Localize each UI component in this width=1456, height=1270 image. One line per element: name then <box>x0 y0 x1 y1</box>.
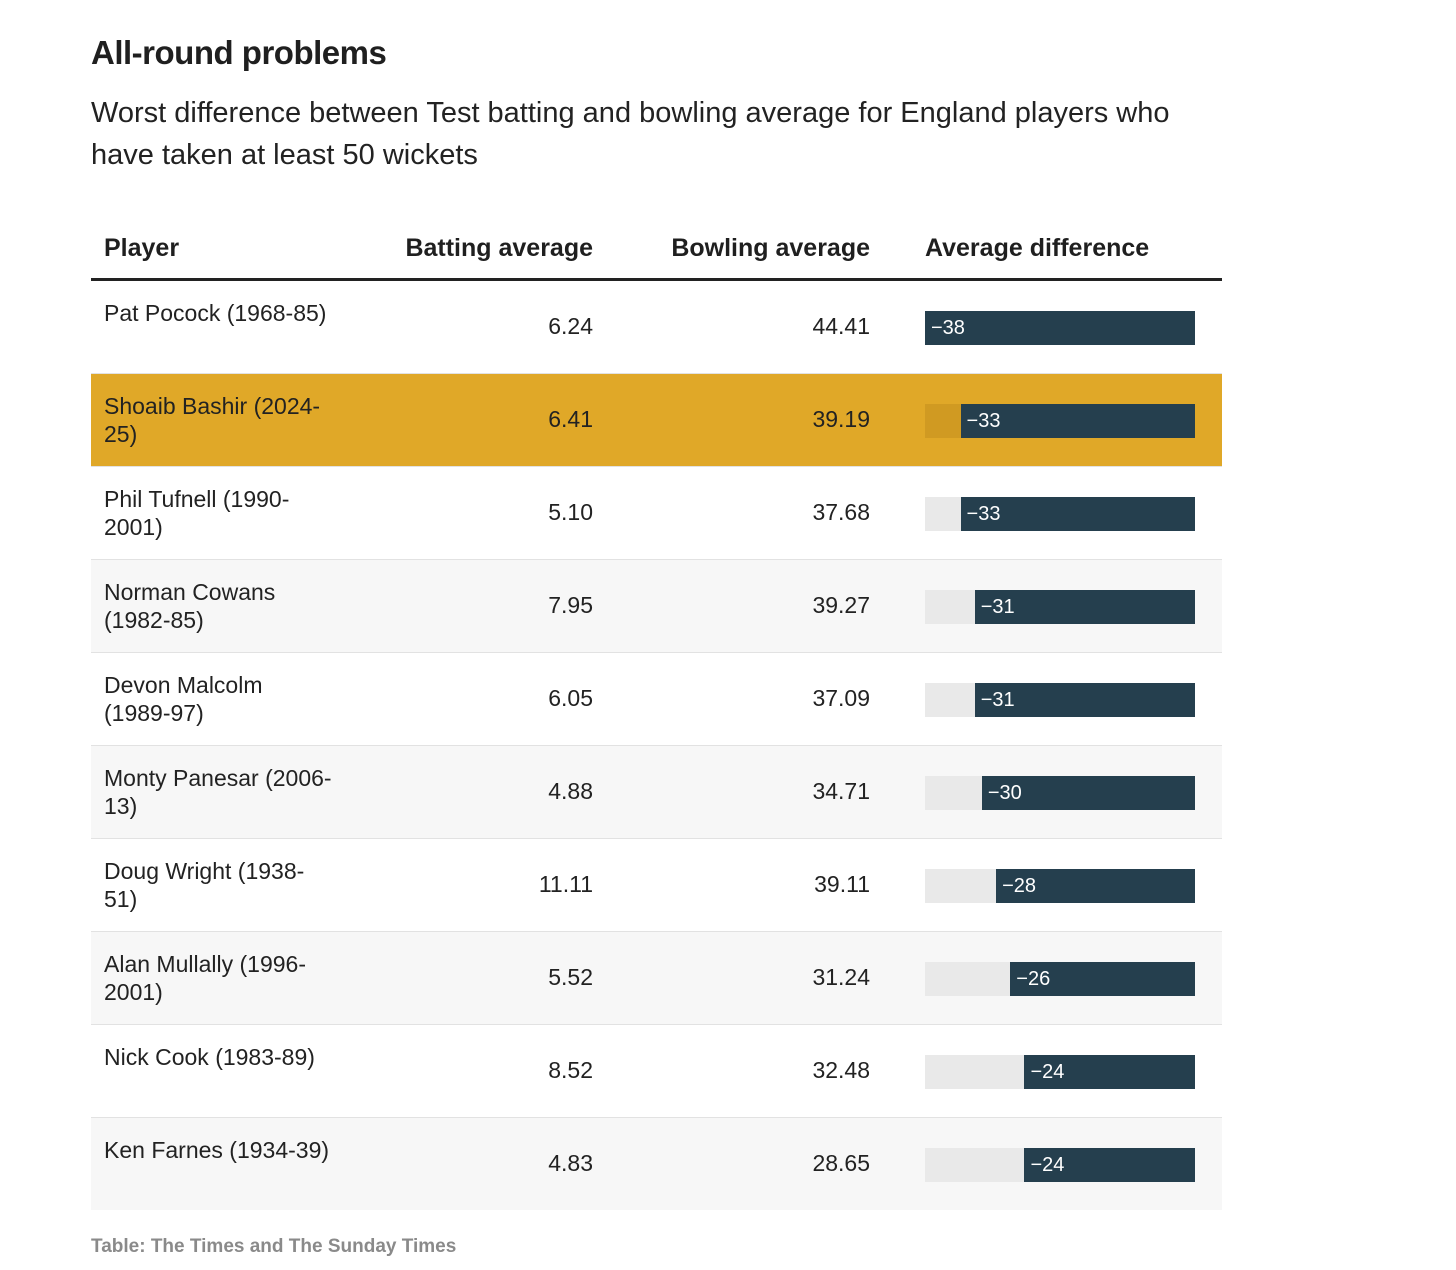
batting-average-cell: 4.88 <box>548 778 593 804</box>
difference-label: −26 <box>1016 968 1051 990</box>
batting-average-cell: 7.95 <box>548 592 593 618</box>
source-note: Table: The Times and The Sunday Times <box>91 1236 457 1257</box>
batting-average-cell: 8.52 <box>548 1057 593 1083</box>
difference-bar: −33 <box>960 497 1195 531</box>
difference-bar-track: −28 <box>925 869 1195 903</box>
difference-label: −30 <box>987 782 1022 804</box>
table-row: Pat Pocock (1968-85) 6.24 44.41 −38 <box>91 281 1222 374</box>
difference-bar-track: −33 <box>925 404 1195 438</box>
difference-bar-track: −38 <box>925 311 1195 345</box>
difference-bar: −31 <box>974 683 1195 717</box>
table-row: Phil Tufnell (1990-2001) 5.10 37.68 −33 <box>91 467 1222 560</box>
page-title: All-round problems <box>91 34 387 71</box>
difference-bar-track: −31 <box>925 683 1195 717</box>
column-header-batting-average[interactable]: Batting average <box>405 234 593 262</box>
bowling-average-cell: 34.71 <box>812 778 870 804</box>
difference-label: −24 <box>1030 1154 1065 1176</box>
difference-label: −28 <box>1002 875 1036 897</box>
bowling-average-cell: 39.19 <box>812 406 870 432</box>
difference-label: −31 <box>980 689 1015 711</box>
bowling-average-cell: 31.24 <box>812 964 870 990</box>
player-name-cell: Nick Cook (1983-89) <box>104 1044 315 1070</box>
bowling-average-cell: 37.68 <box>812 499 870 525</box>
difference-bar: −24 <box>1024 1055 1195 1089</box>
table-header: Player Batting average Bowling average A… <box>91 218 1222 281</box>
table-body: Pat Pocock (1968-85) 6.24 44.41 −38 Shoaib B… <box>91 281 1222 1210</box>
difference-bar: −24 <box>1024 1148 1195 1182</box>
player-name-cell: Phil Tufnell (1990-2001) <box>104 486 290 540</box>
bowling-average-cell: 44.41 <box>812 313 870 339</box>
difference-bar-track: −30 <box>925 776 1195 810</box>
batting-average-cell: 4.83 <box>548 1150 593 1176</box>
difference-bar: −31 <box>974 590 1195 624</box>
batting-average-cell: 11.11 <box>538 871 593 897</box>
column-header-bowling-average[interactable]: Bowling average <box>671 234 870 262</box>
difference-bar-track: −33 <box>925 497 1195 531</box>
difference-bar: −38 <box>925 311 1195 345</box>
table-row: Devon Malcolm (1989-97) 6.05 37.09 −31 <box>91 653 1222 746</box>
column-header-average-difference[interactable]: Average difference <box>925 234 1150 262</box>
table-row: Norman Cowans (1982-85) 7.95 39.27 −31 <box>91 560 1222 653</box>
batting-average-cell: 5.10 <box>548 499 593 525</box>
bowling-average-cell: 39.27 <box>812 592 870 618</box>
player-name-cell: Monty Panesar (2006-13) <box>104 765 332 819</box>
difference-bar-track: −24 <box>925 1055 1195 1089</box>
bowling-average-cell: 37.09 <box>812 685 870 711</box>
difference-bar-track: −31 <box>925 590 1195 624</box>
player-name-cell: Norman Cowans (1982-85) <box>104 579 276 633</box>
difference-label: −33 <box>966 410 1001 432</box>
difference-label: −33 <box>966 503 1001 525</box>
table-row: Doug Wright (1938-51) 11.11 39.11 −28 <box>91 839 1222 932</box>
player-name-cell: Devon Malcolm (1989-97) <box>104 672 263 726</box>
column-header-player[interactable]: Player <box>104 234 180 262</box>
table-row: Shoaib Bashir (2024-25) 6.41 39.19 −33 <box>91 374 1222 467</box>
table-row: Alan Mullally (1996-2001) 5.52 31.24 −26 <box>91 932 1222 1025</box>
difference-bar: −28 <box>996 869 1195 903</box>
batting-average-cell: 6.24 <box>548 313 593 339</box>
player-name-cell: Doug Wright (1938-51) <box>104 858 305 912</box>
player-name-cell: Alan Mullally (1996-2001) <box>104 951 306 1005</box>
difference-bar: −33 <box>960 404 1195 438</box>
batting-average-cell: 5.52 <box>548 964 593 990</box>
bowling-average-cell: 32.48 <box>812 1057 870 1083</box>
player-name-cell: Ken Farnes (1934-39) <box>104 1137 330 1163</box>
table-row: Monty Panesar (2006-13) 4.88 34.71 −30 <box>91 746 1222 839</box>
difference-bar-track: −26 <box>925 962 1195 996</box>
player-name-cell: Pat Pocock (1968-85) <box>104 300 327 326</box>
difference-label: −24 <box>1030 1061 1065 1083</box>
difference-label: −38 <box>931 317 965 339</box>
batting-average-cell: 6.05 <box>548 685 593 711</box>
data-table: Player Batting average Bowling average A… <box>91 218 1222 1210</box>
table-row: Nick Cook (1983-89) 8.52 32.48 −24 <box>91 1025 1222 1118</box>
difference-bar: −26 <box>1010 962 1195 996</box>
bowling-average-cell: 39.11 <box>814 871 870 897</box>
bowling-average-cell: 28.65 <box>812 1150 870 1176</box>
difference-label: −31 <box>980 596 1015 618</box>
difference-bar: −30 <box>981 776 1195 810</box>
difference-bar-track: −24 <box>925 1148 1195 1182</box>
table-row: Ken Farnes (1934-39) 4.83 28.65 −24 <box>91 1118 1222 1210</box>
batting-average-cell: 6.41 <box>548 406 593 432</box>
player-name-cell: Shoaib Bashir (2024-25) <box>104 393 321 447</box>
page-subtitle: Worst difference between Test batting an… <box>91 97 1170 171</box>
